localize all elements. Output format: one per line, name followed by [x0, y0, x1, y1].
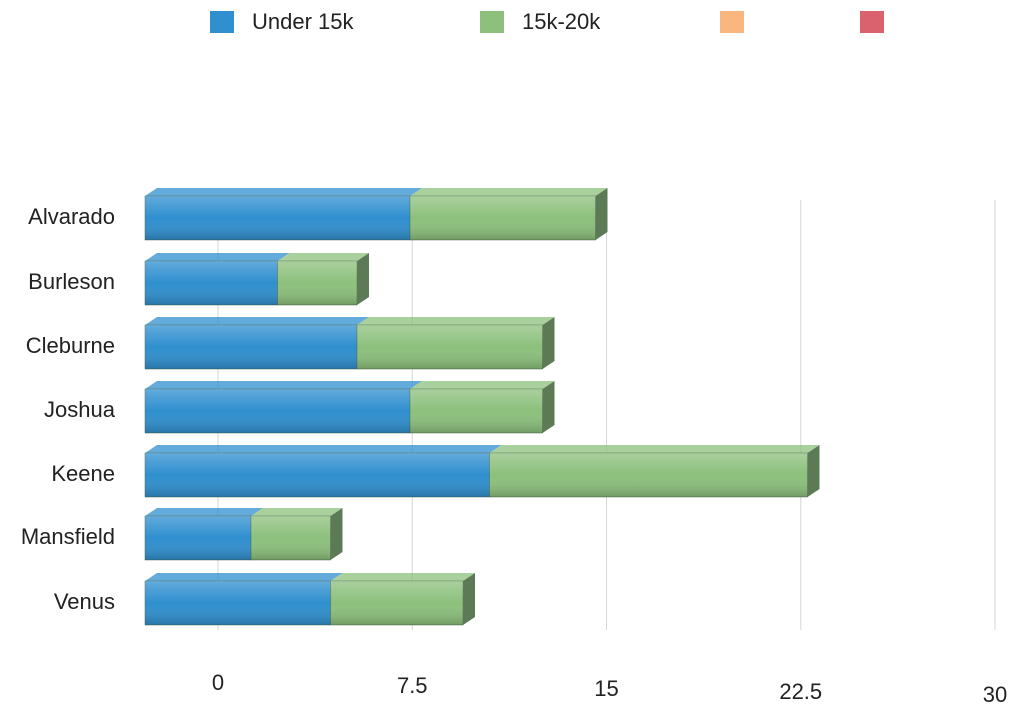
bar-side — [330, 508, 343, 560]
bar-side — [542, 381, 555, 433]
bar-shade — [145, 261, 278, 305]
bar-top — [145, 253, 290, 261]
legend-swatch — [860, 11, 884, 33]
bar-side — [807, 445, 820, 497]
bar-shade — [145, 389, 410, 433]
y-tick-label: Venus — [54, 589, 115, 614]
bar-side — [357, 253, 369, 305]
bar-top — [145, 573, 343, 581]
bar-shade — [277, 261, 357, 305]
bar-shade — [330, 581, 463, 625]
legend-swatch — [210, 11, 234, 33]
bar-shade — [410, 196, 596, 240]
legend-swatch — [480, 11, 504, 33]
bar-top — [145, 188, 422, 196]
bar-top — [145, 445, 502, 453]
bar-shade — [251, 516, 331, 560]
bar-shade — [410, 389, 543, 433]
y-tick-label: Cleburne — [26, 333, 115, 358]
bar-top — [251, 508, 343, 516]
legend-label: Under 15k — [252, 9, 355, 34]
bar-side — [542, 317, 555, 369]
bar-shade — [145, 581, 331, 625]
bar-side — [463, 573, 475, 625]
y-tick-label: Joshua — [44, 397, 116, 422]
bar-top — [357, 317, 555, 325]
bar-top — [145, 317, 369, 325]
x-tick-label: 15 — [594, 676, 618, 701]
bar-shade — [145, 196, 410, 240]
bar-top — [410, 381, 555, 389]
y-tick-label: Burleson — [28, 269, 115, 294]
bar-top — [277, 253, 369, 261]
bar-shade — [145, 325, 357, 369]
x-tick-label: 0 — [212, 670, 224, 695]
x-tick-label: 22.5 — [779, 679, 822, 704]
y-tick-label: Alvarado — [28, 204, 115, 229]
bar-shade — [357, 325, 543, 369]
legend-swatch — [720, 11, 744, 33]
bar-top — [489, 445, 820, 453]
y-tick-label: Mansfield — [21, 524, 115, 549]
bar-top — [145, 381, 422, 389]
bar-top — [410, 188, 608, 196]
bar-shade — [145, 453, 490, 497]
bar-side — [595, 188, 608, 240]
bar-shade — [489, 453, 808, 497]
bar-top — [330, 573, 475, 581]
x-tick-label: 7.5 — [397, 673, 428, 698]
legend-label: 15k-20k — [522, 9, 601, 34]
y-tick-label: Keene — [51, 461, 115, 486]
x-tick-label: 30 — [983, 682, 1007, 705]
bar-shade — [145, 516, 251, 560]
bar-top — [145, 508, 263, 516]
